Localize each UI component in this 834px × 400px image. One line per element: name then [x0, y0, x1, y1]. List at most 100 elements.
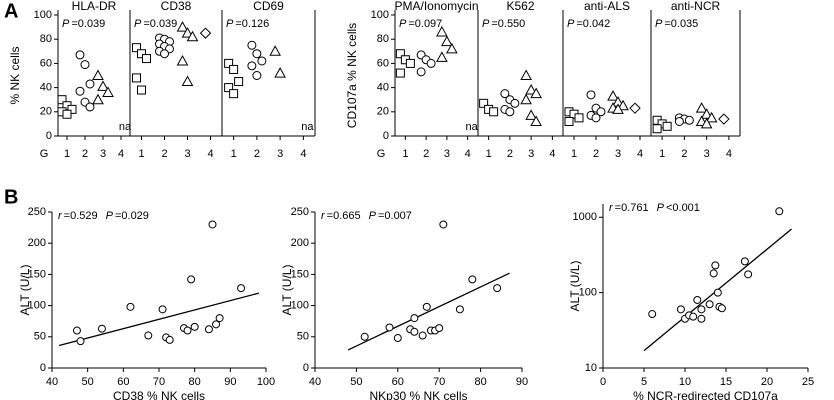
x-axis-label: G: [40, 148, 49, 160]
x-tick-label: 1: [231, 148, 237, 160]
y-tick-label: 0: [383, 130, 389, 142]
marker: [617, 99, 629, 111]
point: [422, 302, 431, 311]
marker: [142, 54, 151, 64]
marker: [57, 95, 67, 105]
marker: [395, 49, 405, 59]
y-tick-label: 1000: [573, 211, 597, 223]
marker: [446, 42, 458, 54]
point: [410, 314, 419, 323]
stat-text: P =0.097: [399, 18, 442, 30]
marker: [700, 117, 713, 129]
marker: [181, 27, 194, 38]
marker: [530, 115, 542, 126]
x-tick-label: 2: [254, 148, 260, 160]
marker: [252, 49, 262, 59]
marker: [75, 50, 85, 60]
annotation: na: [466, 121, 479, 133]
marker: [586, 90, 596, 100]
stat-name: r: [609, 202, 614, 214]
stat-value: =0.042: [576, 18, 610, 30]
stat-name: r: [321, 210, 326, 222]
y-tick-label: 40: [377, 82, 389, 94]
marker: [199, 27, 212, 39]
stat-value: =0.097: [408, 18, 442, 30]
x-tick-label: 80: [189, 376, 201, 388]
panel-title: CD38: [161, 0, 192, 13]
marker: [102, 86, 114, 97]
y-tick-label: 150: [28, 268, 46, 280]
panel-title: HLA-DR: [72, 0, 117, 13]
x-tick-label: 0: [600, 376, 606, 388]
marker: [257, 56, 267, 66]
x-tick-label: 90: [516, 376, 528, 388]
x-tick-label: 1: [571, 148, 577, 160]
y-tick-label: 100: [371, 9, 389, 21]
x-tick-label: 4: [726, 148, 732, 160]
stat-name: r: [58, 210, 63, 222]
point: [126, 302, 135, 311]
marker: [684, 115, 694, 125]
x-tick-label: 4: [637, 148, 643, 160]
x-axis-label: G: [377, 148, 386, 160]
marker: [652, 124, 662, 134]
marker: [274, 67, 286, 78]
marker: [176, 54, 189, 66]
marker: [160, 49, 169, 59]
stat-text: P =0.042: [567, 18, 610, 30]
marker: [176, 21, 189, 32]
stat-text: P =0.039: [134, 18, 177, 30]
y-tick-label: 0: [46, 130, 52, 142]
marker: [662, 121, 672, 131]
y-tick-label: 60: [40, 57, 52, 69]
x-tick-label: 3: [704, 148, 710, 160]
marker: [395, 68, 405, 78]
point: [97, 324, 106, 333]
y-tick-label: 250: [28, 206, 46, 218]
point: [410, 327, 419, 336]
x-tick-label: 4: [549, 148, 555, 160]
point: [72, 326, 81, 335]
marker: [436, 25, 448, 37]
stat-name: P: [482, 18, 490, 30]
marker: [229, 64, 239, 74]
x-axis-label: % NCR-redirected CD107a: [633, 389, 778, 400]
x-tick-label: 4: [207, 148, 213, 160]
marker: [525, 109, 537, 120]
point: [435, 324, 444, 333]
marker: [247, 61, 257, 71]
stat-text: P =0.039: [62, 18, 105, 30]
y-tick-label: 100: [34, 9, 52, 21]
y-tick-label: 20: [377, 106, 389, 118]
point: [709, 269, 718, 278]
stat-name: P: [399, 18, 407, 30]
y-tick-label: 50: [297, 331, 309, 343]
point: [418, 331, 427, 340]
stat-value: =0.529: [64, 210, 98, 222]
stat-name: P: [134, 18, 142, 30]
y-tick-label: 0: [303, 362, 309, 374]
marker: [269, 45, 281, 56]
y-tick-label: 20: [40, 106, 52, 118]
marker: [612, 103, 624, 114]
marker: [718, 113, 730, 125]
x-tick-label: 2: [681, 148, 687, 160]
y-axis-label: ALT (U/L): [18, 265, 32, 316]
y-tick-label: 150: [291, 268, 309, 280]
marker: [137, 49, 146, 59]
x-tick-label: 1: [138, 148, 144, 160]
y-tick-label: 100: [291, 300, 309, 312]
x-tick-label: 1: [64, 148, 70, 160]
panel-title: K562: [506, 0, 534, 13]
stat-text: P =0.126: [226, 18, 269, 30]
point: [385, 323, 394, 332]
marker: [80, 60, 90, 70]
marker: [607, 90, 619, 101]
y-tick-label: 100: [28, 300, 46, 312]
y-tick-label: 80: [377, 33, 389, 45]
marker: [92, 93, 104, 105]
y-axis-label: ALT (U/L): [280, 265, 294, 316]
y-tick-label: 10: [585, 362, 597, 374]
x-tick-label: 2: [82, 148, 88, 160]
marker: [405, 58, 415, 68]
